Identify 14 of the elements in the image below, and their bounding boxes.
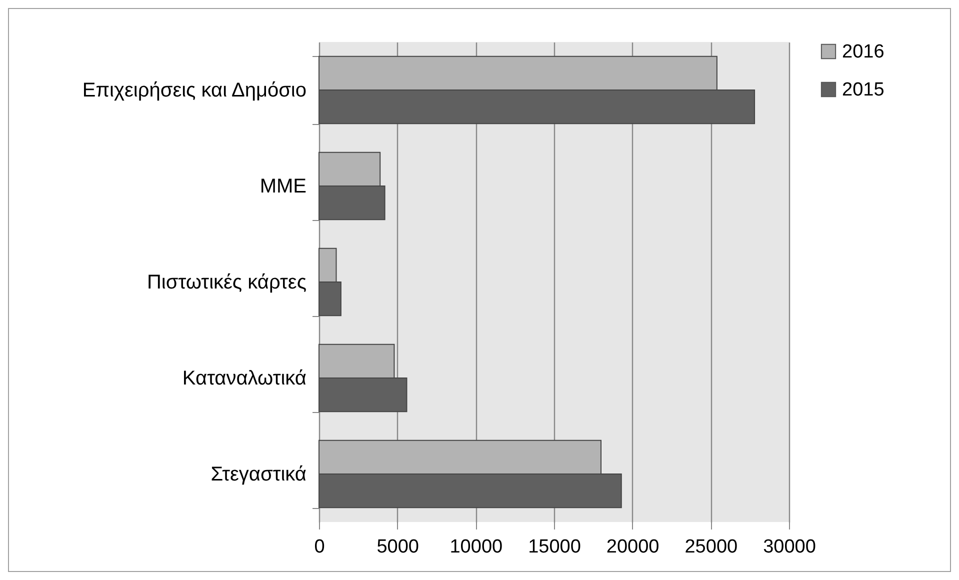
legend-label: 2015	[842, 80, 884, 100]
y-tick-label: Καταναλωτικά	[182, 368, 306, 390]
y-tick-label: Πιστωτικές κάρτες	[146, 272, 307, 294]
legend-label: 2016	[842, 42, 884, 62]
x-tick-label: 5000	[376, 536, 419, 558]
x-tick-label: 25000	[684, 536, 738, 558]
x-tick-label: 20000	[606, 536, 660, 558]
x-tick-label: 0	[314, 536, 325, 558]
x-tick-label: 30000	[763, 536, 816, 558]
y-tick-label: Επιχειρήσεις και Δημόσιο	[82, 80, 306, 102]
x-tick-label: 10000	[450, 536, 503, 558]
x-tick-label: 15000	[528, 536, 581, 558]
y-tick-label: ΜΜΕ	[260, 176, 306, 198]
y-tick-label: Στεγαστικά	[210, 464, 306, 486]
